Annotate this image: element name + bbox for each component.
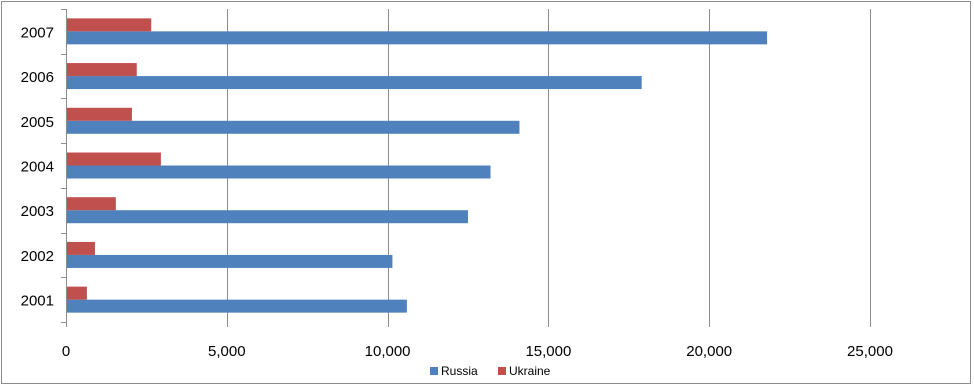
- chart-frame: 2001 2002 2003 2004 2005 2006 2007 0 5,000 10,00…: [1, 1, 971, 384]
- x-tick-label: 0: [62, 343, 70, 360]
- bar-ukraine-2002: [66, 241, 95, 255]
- bar-russia-2006: [66, 76, 642, 90]
- y-tick-label: 2004: [21, 159, 54, 176]
- bars: [66, 18, 768, 313]
- x-tick-label: 10,000: [365, 343, 411, 360]
- legend-swatch-ukraine: [498, 367, 506, 375]
- y-tick-label: 2006: [21, 69, 54, 86]
- bar-ukraine-2006: [66, 63, 137, 77]
- bar-chart: 2001 2002 2003 2004 2005 2006 2007 0 5,000 10,00…: [21, 9, 893, 378]
- x-tick-label: 20,000: [686, 343, 732, 360]
- y-tick-label: 2002: [21, 248, 54, 265]
- bar-ukraine-2005: [66, 107, 132, 121]
- y-tick-label: 2003: [21, 203, 54, 220]
- y-axis: 2001 2002 2003 2004 2005 2006 2007: [21, 9, 67, 327]
- x-tick-label: 5,000: [208, 343, 246, 360]
- x-tick-label: 15,000: [525, 343, 571, 360]
- bar-russia-2007: [66, 31, 768, 45]
- bar-ukraine-2001: [66, 286, 87, 300]
- bar-russia-2003: [66, 210, 468, 224]
- x-axis: 0 5,000 10,000 15,000 20,000 25,000: [62, 322, 893, 360]
- legend-label-russia: Russia: [441, 364, 478, 378]
- bar-russia-2004: [66, 165, 491, 179]
- y-tick-label: 2005: [21, 114, 54, 131]
- bar-ukraine-2004: [66, 152, 161, 166]
- bar-ukraine-2007: [66, 18, 152, 32]
- bar-ukraine-2003: [66, 197, 116, 211]
- bar-russia-2005: [66, 120, 520, 134]
- legend-label-ukraine: Ukraine: [509, 364, 551, 378]
- legend-swatch-russia: [430, 367, 438, 375]
- y-tick-label: 2001: [21, 293, 54, 310]
- bar-russia-2001: [66, 299, 407, 313]
- gridlines: [227, 9, 871, 322]
- bar-russia-2002: [66, 254, 393, 268]
- x-tick-label: 25,000: [847, 343, 893, 360]
- y-tick-label: 2007: [21, 24, 54, 41]
- legend: Russia Ukraine: [430, 364, 551, 378]
